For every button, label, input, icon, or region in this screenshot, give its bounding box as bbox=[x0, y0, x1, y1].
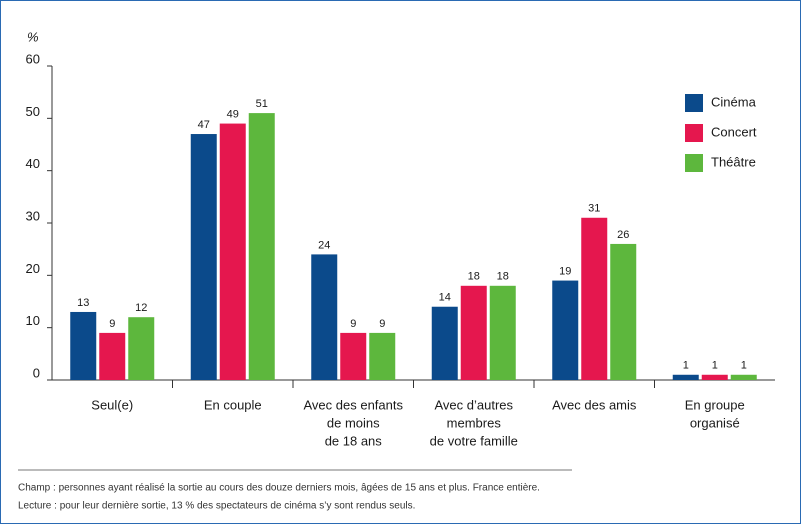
x-tick-label: organisé bbox=[690, 415, 740, 430]
x-tick-label: En groupe bbox=[685, 397, 745, 412]
value-label: 14 bbox=[439, 292, 451, 304]
bar bbox=[190, 134, 217, 380]
legend-swatch bbox=[685, 94, 703, 112]
note: Champ : personnes ayant réalisé la sorti… bbox=[18, 483, 540, 494]
bar bbox=[672, 374, 699, 380]
note: Lecture : pour leur dernière sortie, 13 … bbox=[18, 501, 415, 512]
value-label: 18 bbox=[468, 271, 480, 283]
bar bbox=[730, 374, 757, 380]
bar bbox=[311, 254, 338, 380]
value-label: 1 bbox=[741, 360, 747, 372]
value-label: 51 bbox=[256, 98, 268, 110]
x-tick-label: Seul(e) bbox=[91, 397, 133, 412]
y-tick-label: 30 bbox=[26, 208, 40, 223]
value-label: 9 bbox=[379, 318, 385, 330]
value-label: 13 bbox=[77, 297, 89, 309]
x-tick-label: de votre famille bbox=[430, 433, 518, 448]
x-tick-label: membres bbox=[447, 415, 502, 430]
legend-label: Théâtre bbox=[711, 154, 756, 169]
legend-label: Cinéma bbox=[711, 94, 757, 109]
value-label: 9 bbox=[350, 318, 356, 330]
y-tick-label: 50 bbox=[26, 104, 40, 119]
bar bbox=[552, 280, 579, 380]
value-label: 31 bbox=[588, 203, 600, 215]
bar bbox=[340, 332, 367, 380]
bar bbox=[248, 113, 275, 380]
x-tick-label: Avec des enfants bbox=[304, 397, 404, 412]
bar bbox=[99, 332, 126, 380]
y-tick-label: 60 bbox=[26, 51, 40, 66]
bar bbox=[219, 123, 246, 381]
bar bbox=[128, 317, 155, 380]
bar bbox=[460, 285, 487, 380]
value-label: 19 bbox=[559, 265, 571, 277]
x-tick-label: En couple bbox=[204, 397, 262, 412]
bar bbox=[489, 285, 516, 380]
x-tick-label: Avec des amis bbox=[552, 397, 637, 412]
y-tick-label: 20 bbox=[26, 261, 40, 276]
y-axis-label: % bbox=[27, 29, 39, 44]
bar bbox=[701, 374, 728, 380]
value-label: 49 bbox=[227, 108, 239, 120]
y-tick-label: 0 bbox=[33, 365, 40, 380]
y-tick-label: 40 bbox=[26, 156, 40, 171]
bar bbox=[581, 217, 608, 380]
value-label: 47 bbox=[198, 119, 210, 131]
value-label: 12 bbox=[135, 302, 147, 314]
bar bbox=[70, 311, 97, 380]
value-label: 18 bbox=[497, 271, 509, 283]
value-label: 1 bbox=[683, 360, 689, 372]
value-label: 26 bbox=[617, 229, 629, 241]
x-tick-label: de moins bbox=[327, 415, 380, 430]
bar bbox=[610, 243, 637, 380]
legend-label: Concert bbox=[711, 124, 757, 139]
legend-swatch bbox=[685, 124, 703, 142]
x-tick-label: Avec d’autres bbox=[434, 397, 513, 412]
bar bbox=[369, 332, 396, 380]
value-label: 1 bbox=[712, 360, 718, 372]
x-tick-label: de 18 ans bbox=[325, 433, 383, 448]
value-label: 24 bbox=[318, 239, 330, 251]
legend-swatch bbox=[685, 154, 703, 172]
bar bbox=[431, 306, 458, 380]
y-tick-label: 10 bbox=[26, 313, 40, 328]
value-label: 9 bbox=[109, 318, 115, 330]
